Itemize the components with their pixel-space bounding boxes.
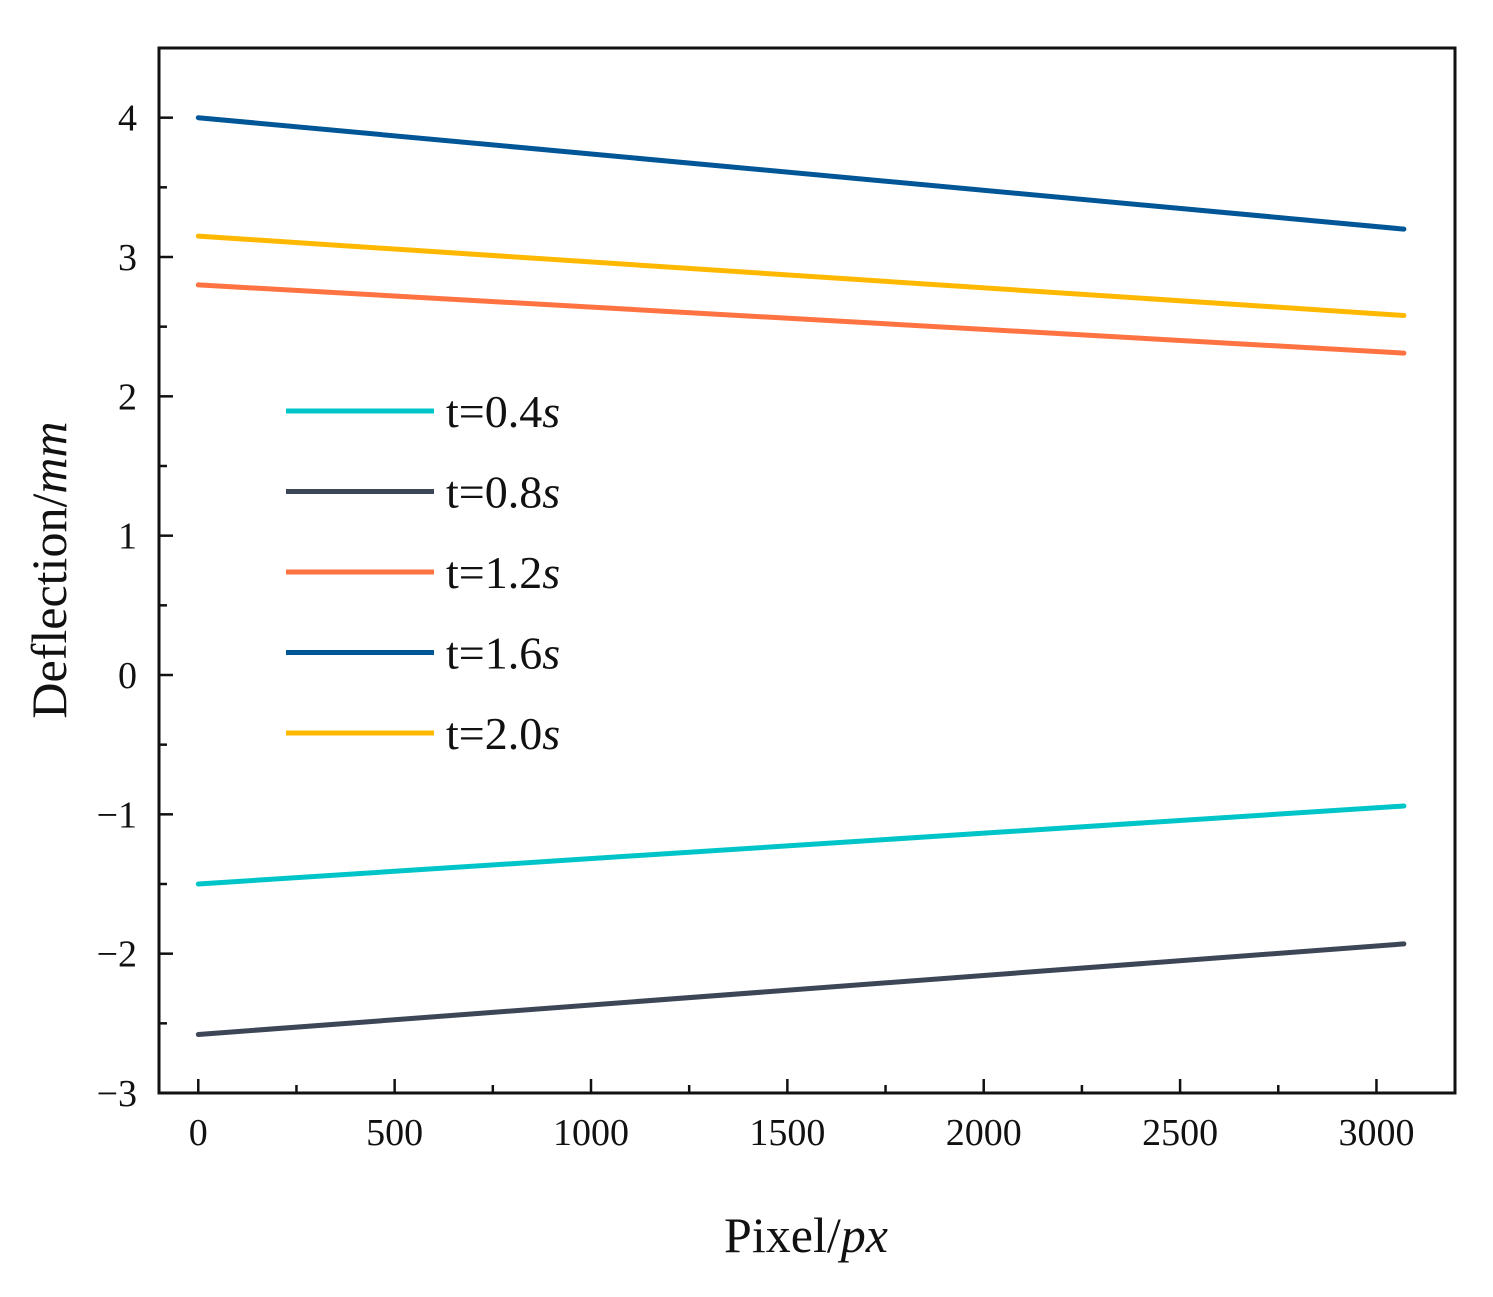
- x-tick-label: 2000: [946, 1112, 1022, 1154]
- y-tick-label: −1: [97, 794, 137, 836]
- series-line: [195, 941, 1407, 1037]
- x-tick-label: 0: [189, 1112, 208, 1154]
- y-axis-title: Deflection/mm: [21, 421, 77, 718]
- y-tick-label: −3: [97, 1073, 137, 1115]
- y-tick-label: 0: [118, 655, 137, 697]
- y-tick-label: 3: [118, 237, 137, 279]
- x-axis-title: Pixel/px: [724, 1207, 888, 1263]
- y-tick-label: 2: [118, 376, 137, 418]
- legend-label: t=1.2s: [446, 547, 560, 598]
- x-tick-label: 1000: [553, 1112, 629, 1154]
- series-lines: [195, 115, 1407, 1037]
- x-tick-label: 500: [366, 1112, 423, 1154]
- x-tick-label: 2500: [1142, 1112, 1218, 1154]
- x-axis-ticks: 0 500 1000 1500 2000 2500 3000: [189, 1079, 1414, 1154]
- legend-label: t=1.6s: [446, 628, 560, 679]
- series-line: [195, 115, 1407, 232]
- legend: t=0.4s t=0.8s t=1.2s t=1.6s t=2.0s: [286, 386, 560, 759]
- y-tick-label: 1: [118, 516, 137, 558]
- x-tick-label: 3000: [1338, 1112, 1414, 1154]
- plot-frame: [157, 46, 1457, 1095]
- y-tick-label: −2: [97, 934, 137, 976]
- series-line: [195, 803, 1407, 887]
- legend-label: t=0.4s: [446, 386, 560, 437]
- series-line: [195, 233, 1407, 318]
- x-tick-label: 1500: [749, 1112, 825, 1154]
- legend-label: t=0.8s: [446, 467, 560, 518]
- legend-label: t=2.0s: [446, 708, 560, 759]
- y-tick-label: 4: [118, 98, 137, 140]
- series-line: [195, 282, 1407, 356]
- y-axis-ticks: −3 −2 −1 0 1 2 3 4: [97, 46, 173, 1115]
